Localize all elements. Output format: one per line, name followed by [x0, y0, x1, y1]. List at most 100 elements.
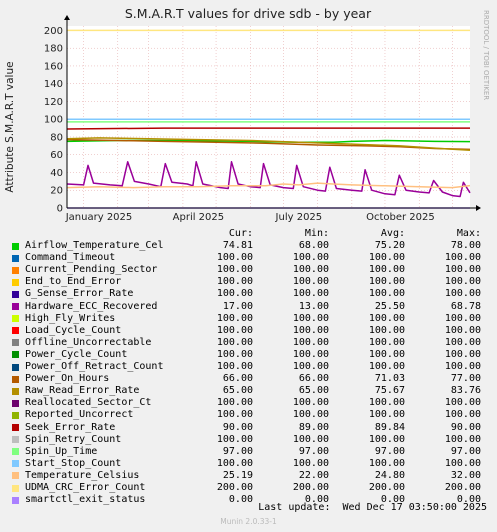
legend-cur-value: 100.00 [216, 336, 253, 348]
legend-max-value: 100.00 [444, 288, 481, 300]
legend-max-value: 90.00 [450, 421, 481, 433]
legend-label: End_to_End_Error [25, 276, 122, 288]
legend-min-value: 100.00 [292, 457, 329, 469]
legend-item: UDMA_CRC_Error_Count 200.00 200.00 200.00 20… [12, 482, 490, 494]
legend-swatch [12, 339, 19, 347]
y-tick-label: 100 [44, 115, 63, 126]
legend-item: Airflow_Temperature_Cel 74.81 68.00 75.20 78… [12, 240, 490, 252]
legend-max-value: 78.00 [450, 240, 481, 252]
legend-avg-value: 100.00 [368, 336, 405, 348]
legend-avg-value: 100.00 [368, 409, 405, 421]
legend-cur-value: 100.00 [216, 252, 253, 264]
legend-cur-value: 100.00 [216, 409, 253, 421]
legend-swatch [12, 375, 19, 383]
legend-avg-value: 100.00 [368, 361, 405, 373]
legend-item: Spin_Up_Time 97.00 97.00 97.00 97.00 [12, 446, 490, 458]
legend-cur-value: 65.00 [222, 385, 253, 397]
legend-item: Start_Stop_Count 100.00 100.00 100.00 100.00 [12, 458, 490, 470]
legend-min-value: 68.00 [298, 240, 329, 252]
legend-item: Power_Off_Retract_Count 100.00 100.00 100.0… [12, 361, 490, 373]
legend-cur-value: 0.00 [228, 494, 253, 506]
legend-max-value: 100.00 [444, 276, 481, 288]
legend-avg-value: 100.00 [368, 397, 405, 409]
legend-min-value: 100.00 [292, 312, 329, 324]
legend-avg-value: 100.00 [368, 264, 405, 276]
legend-item: Command_Timeout 100.00 100.00 100.00 100.00 [12, 252, 490, 264]
legend-cur-value: 100.00 [216, 288, 253, 300]
legend-max-value: 100.00 [444, 457, 481, 469]
legend-cur-value: 100.00 [216, 433, 253, 445]
legend-swatch [12, 266, 19, 274]
legend-max-value: 83.76 [450, 385, 481, 397]
legend-item: End_to_End_Error 100.00 100.00 100.00 100.00 [12, 276, 490, 288]
legend-label: Offline_Uncorrectable [25, 336, 152, 348]
legend-cur-value: 100.00 [216, 276, 253, 288]
legend-max-value: 100.00 [444, 409, 481, 421]
legend-avg-value: 100.00 [368, 252, 405, 264]
legend-avg-value: 97.00 [374, 445, 405, 457]
legend-min-value: 89.00 [298, 421, 329, 433]
legend-max-value: 100.00 [444, 433, 481, 445]
legend-label: UDMA_CRC_Error_Count [25, 481, 146, 493]
col-cur-header: Cur: [228, 228, 253, 239]
legend-avg-value: 75.67 [374, 385, 405, 397]
series-line [66, 127, 470, 130]
y-tick-label: 80 [50, 132, 63, 143]
legend-min-value: 100.00 [292, 264, 329, 276]
legend-cur-value: 100.00 [216, 397, 253, 409]
legend-cur-value: 100.00 [216, 361, 253, 373]
last-update: Last update: Wed Dec 17 03:50:00 2025 [258, 502, 487, 513]
legend-label: Seek_Error_Rate [25, 421, 116, 433]
legend-min-value: 200.00 [292, 481, 329, 493]
legend-item: Temperature_Celsius 25.19 22.00 24.80 32.00 [12, 470, 490, 482]
legend: Cur: Min: Avg: Max: Airflow_Temperature_… [12, 228, 490, 506]
legend-swatch [12, 387, 19, 395]
legend-max-value: 100.00 [444, 336, 481, 348]
legend-avg-value: 0.00 [380, 494, 405, 506]
legend-label: Power_Off_Retract_Count [25, 361, 164, 373]
legend-label: Power_Cycle_Count [25, 348, 128, 360]
col-max-header: Max: [456, 228, 481, 239]
legend-cur-value: 90.00 [222, 421, 253, 433]
legend-cur-value: 66.00 [222, 373, 253, 385]
legend-item: Hardware_ECC_Recovered 17.00 13.00 25.50 68.… [12, 301, 490, 313]
y-tick-label: 0 [57, 204, 63, 215]
legend-max-value: 77.00 [450, 373, 481, 385]
legend-max-value: 0.00 [456, 494, 481, 506]
y-tick-label: 200 [44, 26, 63, 37]
legend-min-value: 13.00 [298, 300, 329, 312]
legend-label: High_Fly_Writes [25, 312, 116, 324]
legend-swatch [12, 363, 19, 371]
legend-min-value: 100.00 [292, 409, 329, 421]
legend-avg-value: 100.00 [368, 288, 405, 300]
legend-avg-value: 100.00 [368, 457, 405, 469]
legend-item: Seek_Error_Rate 90.00 89.00 89.84 90.00 [12, 422, 490, 434]
legend-swatch [12, 411, 19, 419]
legend-avg-value: 100.00 [368, 433, 405, 445]
y-axis-arrow [64, 15, 70, 20]
legend-min-value: 100.00 [292, 433, 329, 445]
legend-swatch [12, 424, 19, 432]
legend-cur-value: 74.81 [222, 240, 253, 252]
legend-avg-value: 100.00 [368, 348, 405, 360]
legend-swatch [12, 448, 19, 456]
legend-item: Power_On_Hours 66.00 66.00 71.03 77.00 [12, 373, 490, 385]
legend-label: Reported_Uncorrect [25, 409, 134, 421]
legend-max-value: 100.00 [444, 348, 481, 360]
y-tick-label: 140 [44, 79, 63, 90]
legend-cur-value: 100.00 [216, 264, 253, 276]
legend-avg-value: 100.00 [368, 324, 405, 336]
legend-swatch [12, 303, 19, 311]
legend-item: Spin_Retry_Count 100.00 100.00 100.00 100.00 [12, 434, 490, 446]
series-line [66, 161, 471, 198]
legend-max-value: 68.78 [450, 300, 481, 312]
legend-cur-value: 100.00 [216, 312, 253, 324]
col-avg-header: Avg: [380, 228, 405, 239]
y-tick-label: 160 [44, 61, 63, 72]
legend-label: Temperature_Celsius [25, 469, 140, 481]
legend-item: Power_Cycle_Count 100.00 100.00 100.00 100.0… [12, 349, 490, 361]
legend-min-value: 100.00 [292, 336, 329, 348]
legend-label: Spin_Retry_Count [25, 433, 122, 445]
y-axis-label: Attribute S.M.A.R.T value [4, 61, 16, 192]
legend-label: Start_Stop_Count [25, 457, 122, 469]
